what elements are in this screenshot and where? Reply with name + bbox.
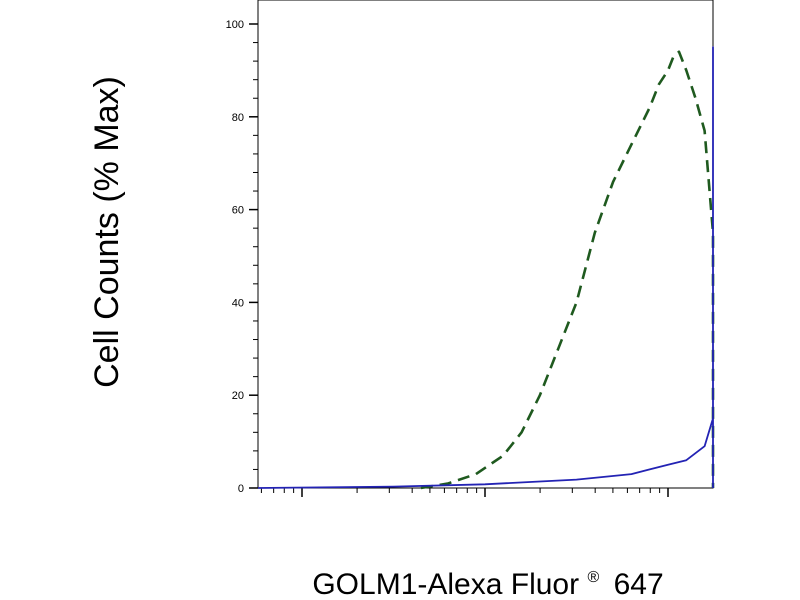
x-axis-ticks (260, 488, 669, 497)
x-axis-label-suffix: 647 (614, 568, 664, 600)
y-tick-label: 40 (232, 297, 244, 309)
x-axis-label-text: GOLM1-Alexa Fluor (312, 568, 579, 600)
y-axis-label: Cell Counts (% Max) (88, 76, 126, 388)
x-axis-label-registered-mark: ® (587, 569, 599, 586)
y-axis-ticks: 0 20 40 60 80 100 (226, 19, 258, 495)
y-tick-label: 20 (232, 390, 244, 402)
x-axis-label: GOLM1-Alexa Fluor ® 647 (312, 556, 663, 600)
series-line-solid (257, 46, 714, 489)
series-layer (257, 46, 715, 490)
y-tick-label: 0 (238, 483, 244, 495)
y-tick-label: 60 (232, 205, 244, 217)
plot-frame (257, 0, 714, 489)
y-tick-label: 100 (226, 19, 244, 31)
y-tick-label: 80 (232, 112, 244, 124)
series-line-dashed (420, 50, 715, 490)
